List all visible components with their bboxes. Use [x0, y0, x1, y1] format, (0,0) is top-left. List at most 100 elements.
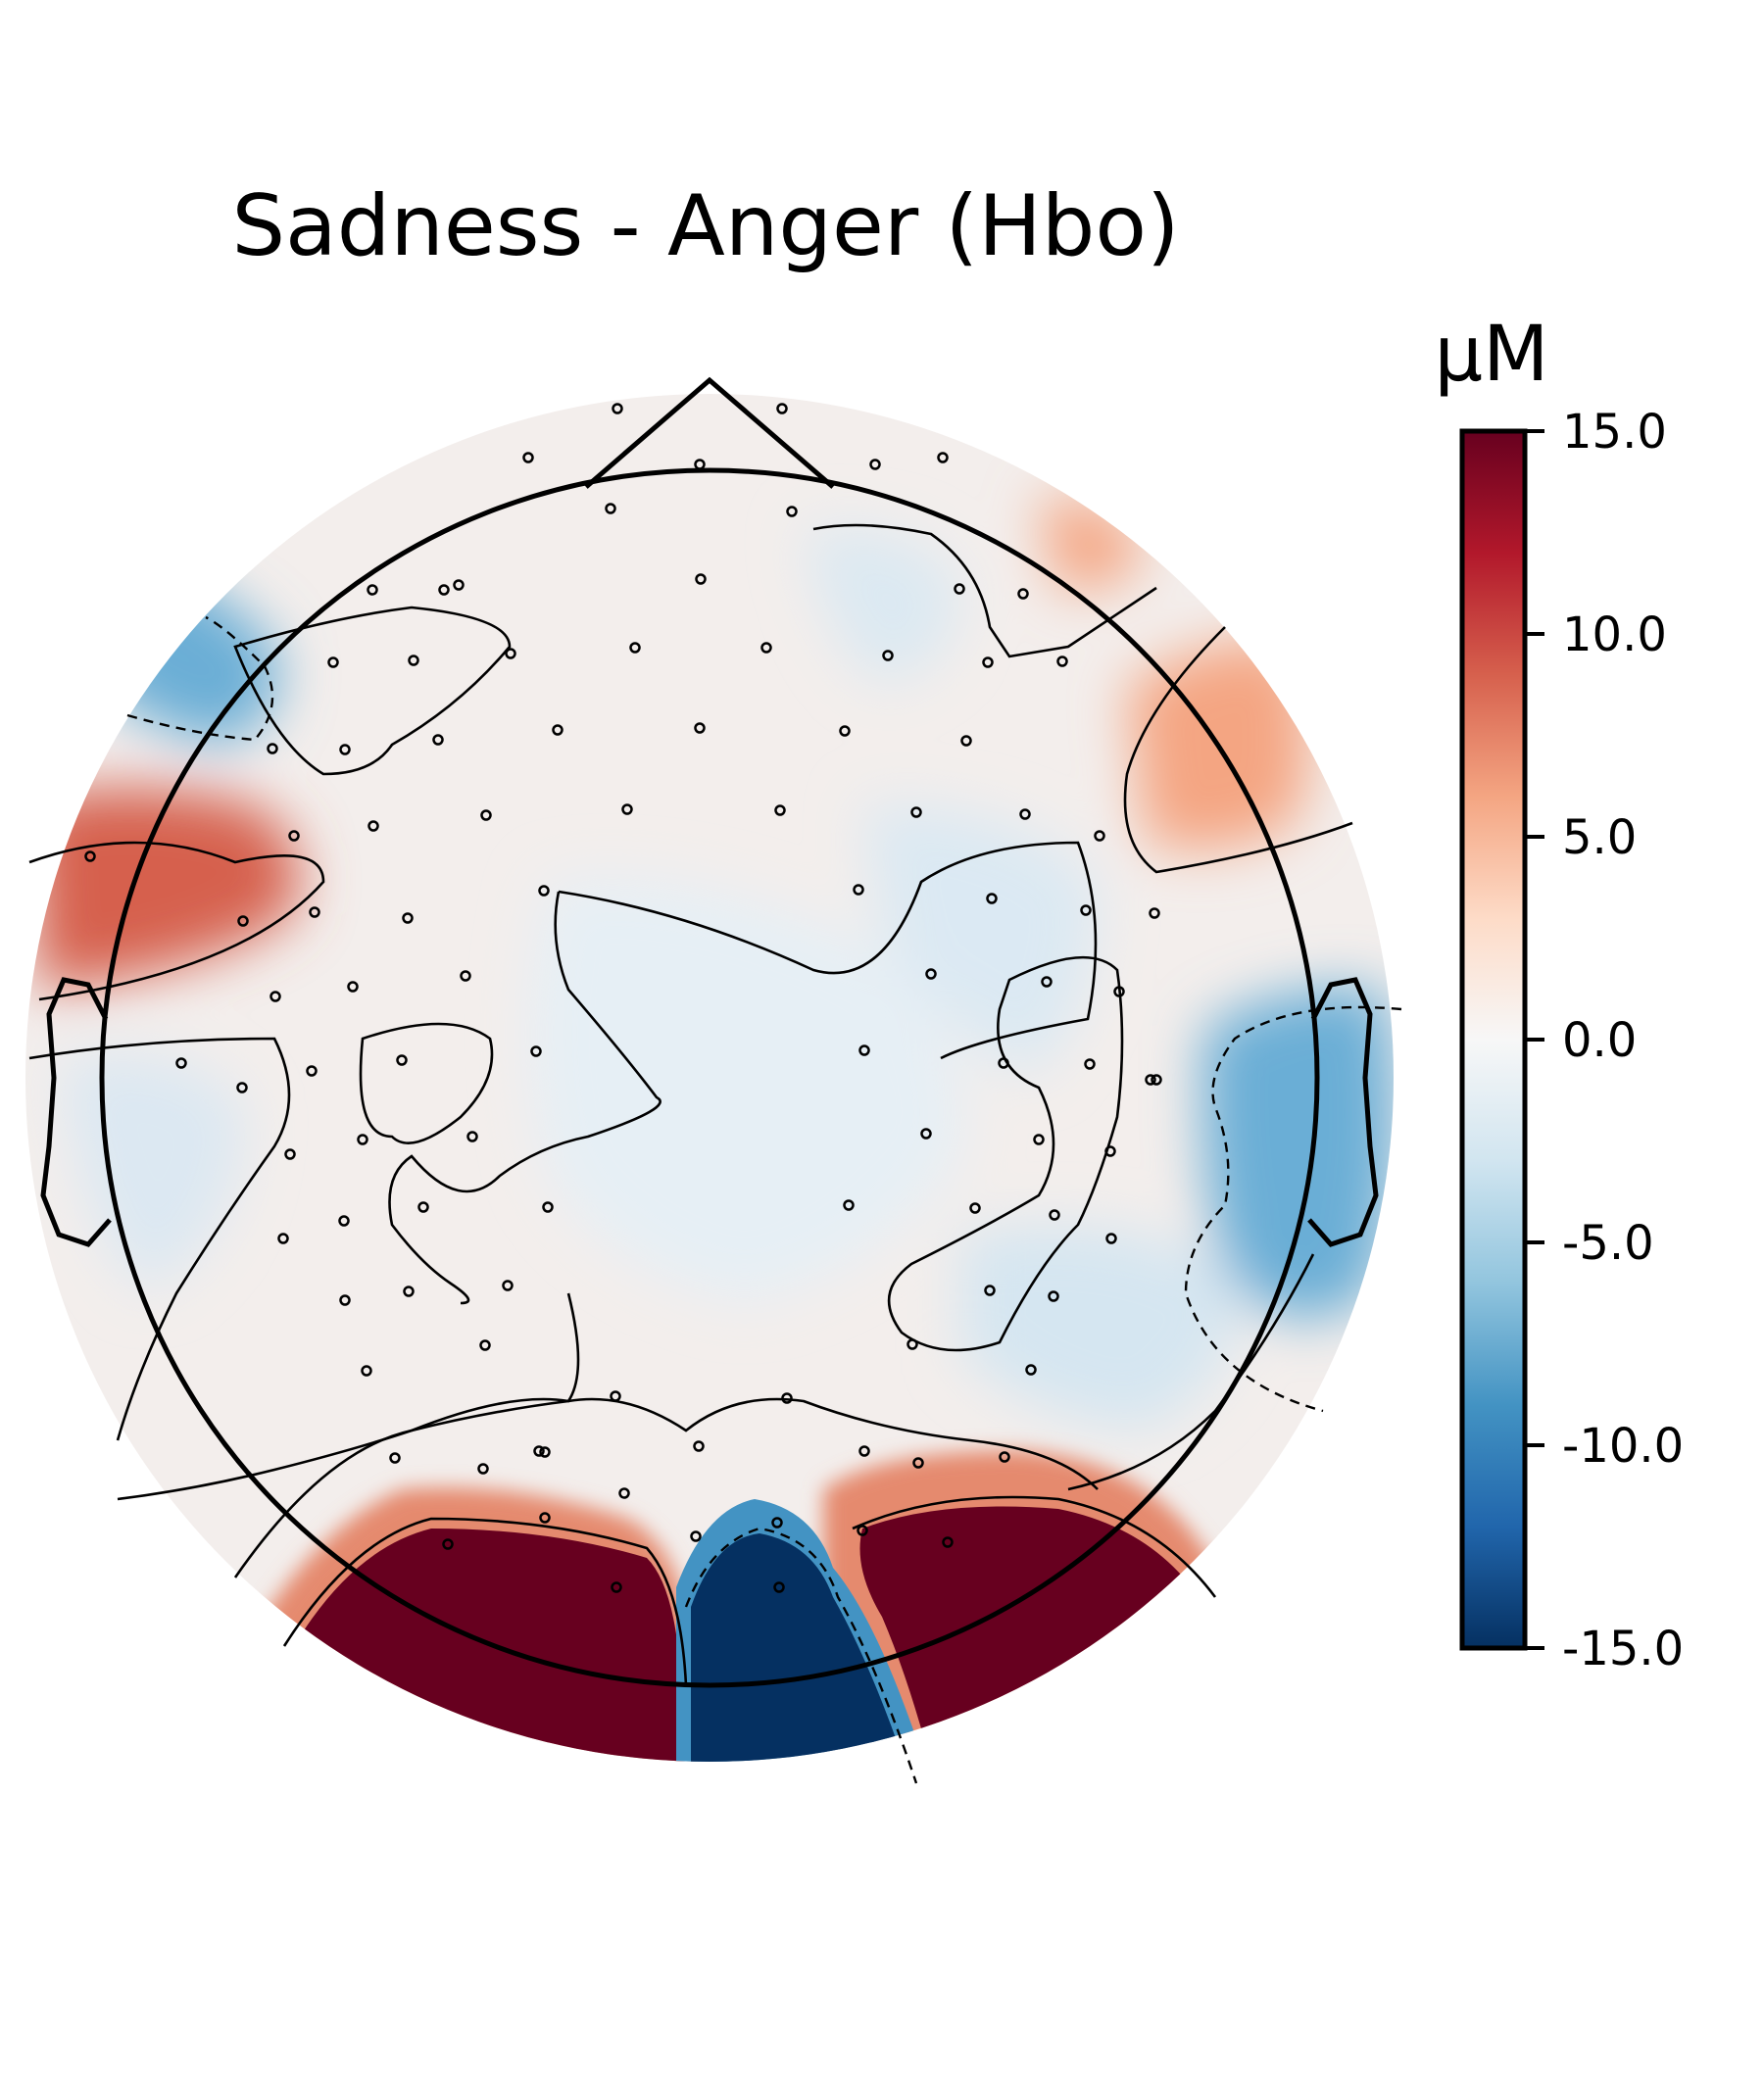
blob-upper-frontal-pale-blue — [804, 527, 960, 686]
sensor-marker — [771, 1517, 783, 1529]
sensor-marker — [522, 452, 534, 463]
sensor-marker — [502, 1280, 514, 1291]
sensor-marker — [611, 1581, 622, 1593]
sensor-marker — [998, 1057, 1009, 1069]
sensor-marker — [857, 1525, 868, 1536]
sensor-marker — [982, 656, 994, 668]
sensor-marker — [339, 1294, 351, 1306]
sensor-marker — [396, 1054, 408, 1066]
sensor-marker — [408, 655, 419, 666]
sensor-marker — [1019, 808, 1031, 820]
sensor-marker — [610, 1390, 621, 1402]
dashed-occipital-blue — [684, 1527, 918, 1784]
contour-left-islet — [359, 1022, 494, 1144]
sensor-marker — [309, 906, 320, 918]
sensor-marker — [695, 573, 707, 585]
sensor-marker — [539, 1512, 551, 1524]
head-outline-group — [40, 376, 1379, 1688]
sensor-marker — [236, 1082, 248, 1093]
sensor-marker — [786, 506, 798, 517]
sensor-marker — [306, 1065, 318, 1077]
sensor-marker — [438, 584, 450, 596]
sensor-marker — [1145, 1074, 1156, 1086]
sensor-marker — [937, 452, 949, 463]
sensor-marker — [1041, 976, 1053, 988]
sensor-marker — [969, 1202, 981, 1214]
colorbar-gradient — [1462, 431, 1525, 1648]
sensor-marker — [960, 735, 972, 747]
sensor-marker — [869, 459, 881, 470]
sensor-marker — [530, 1045, 542, 1057]
sensor-marker — [417, 1201, 429, 1213]
colorbar-tick-label: 0.0 — [1562, 1013, 1637, 1068]
sensor-marker — [367, 584, 378, 596]
sensor-marker — [984, 1285, 996, 1296]
sensor-marker — [986, 893, 998, 904]
sensor-marker — [237, 915, 249, 927]
sensor-marker — [925, 968, 937, 980]
sensor-marker — [339, 744, 351, 755]
sensor-marker — [1017, 588, 1029, 600]
colorbar: µM 15.0 10.0 5.0 0.0 -5.0 -10.0 -15.0 — [1435, 311, 1685, 1676]
contour-lines — [28, 523, 1353, 1686]
sensor-marker — [605, 503, 616, 514]
dashed-left-frontal — [126, 615, 274, 742]
sensor-marker — [618, 1487, 630, 1499]
colorbar-ticks: 15.0 10.0 5.0 0.0 -5.0 -10.0 -15.0 — [1525, 405, 1684, 1676]
sensor-marker — [361, 1365, 372, 1377]
sensor-marker — [1049, 1209, 1060, 1221]
sensor-marker — [479, 1339, 491, 1351]
sensor-marker — [839, 725, 851, 737]
sensor-marker — [460, 970, 471, 982]
sensor-marker — [505, 648, 516, 659]
sensor-marker — [912, 1457, 924, 1469]
colorbar-tick-label: -15.0 — [1562, 1622, 1684, 1676]
sensor-marker — [466, 1131, 478, 1142]
sensor-marker — [84, 850, 96, 862]
sensor-marker — [612, 403, 623, 414]
dashed-right-temporal — [1184, 1005, 1402, 1413]
sensor-marker — [853, 884, 864, 896]
contour-left-lower — [28, 1037, 291, 1441]
sensor-marker — [552, 724, 564, 736]
sensor-marker — [858, 1044, 870, 1056]
sensor-marker — [954, 583, 965, 595]
sensor-marker — [781, 1392, 793, 1404]
colorbar-tick-label: 5.0 — [1562, 810, 1637, 865]
sensor-marker — [942, 1536, 954, 1548]
sensor-marker — [920, 1128, 932, 1140]
sensor-marker — [760, 642, 772, 654]
sensor-marker — [693, 1440, 705, 1452]
sensor-marker — [327, 656, 339, 668]
sensor-marker — [629, 642, 641, 654]
sensor-marker — [1048, 1290, 1059, 1302]
dashed-contours — [126, 615, 1402, 1784]
sensor-marker — [432, 734, 444, 746]
sensor-marker — [843, 1199, 855, 1211]
blob-right-temporal-blue — [1202, 988, 1394, 1319]
blob-right-pale-blue — [862, 803, 1098, 1078]
occipital-center-blue — [691, 1533, 911, 1762]
sensor-marker — [347, 981, 359, 993]
sensor-marker — [368, 820, 379, 832]
sensor-marker — [338, 1215, 350, 1227]
soft-blobs — [29, 498, 1394, 1431]
colorbar-tick-label: -5.0 — [1562, 1216, 1654, 1271]
contour-right-frontal — [1123, 626, 1353, 874]
sensor-marker — [284, 1148, 296, 1160]
sensor-marker — [288, 830, 300, 842]
sensor-marker — [539, 1446, 551, 1458]
sensor-marker — [1149, 907, 1160, 919]
sensor-marker — [267, 743, 278, 754]
chart-title: Sadness - Anger (Hbo) — [231, 177, 1179, 275]
contour-left-frontal-island — [233, 606, 512, 776]
heatmap-field — [25, 394, 1394, 1762]
sensor-marker — [542, 1201, 554, 1213]
blob-center-pale — [529, 878, 963, 1303]
sensor-marker — [776, 403, 788, 414]
sensor-marker — [690, 1530, 702, 1542]
sensor-marker — [999, 1451, 1010, 1463]
sensor-marker — [1094, 830, 1105, 842]
left-ear-outline — [40, 977, 112, 1247]
